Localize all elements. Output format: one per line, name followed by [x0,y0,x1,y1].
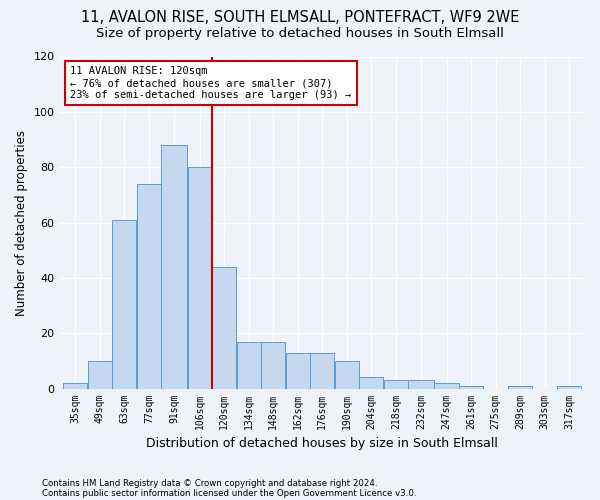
Bar [161,145,187,388]
Text: 11, AVALON RISE, SOUTH ELMSALL, PONTEFRACT, WF9 2WE: 11, AVALON RISE, SOUTH ELMSALL, PONTEFRA… [81,10,519,25]
Bar [383,380,408,388]
Text: 11 AVALON RISE: 120sqm
← 76% of detached houses are smaller (307)
23% of semi-de: 11 AVALON RISE: 120sqm ← 76% of detached… [70,66,352,100]
Bar [261,342,286,388]
Text: Contains HM Land Registry data © Crown copyright and database right 2024.: Contains HM Land Registry data © Crown c… [42,478,377,488]
Bar [508,386,532,388]
Y-axis label: Number of detached properties: Number of detached properties [15,130,28,316]
Bar [310,352,334,388]
Bar [408,380,434,388]
Bar [286,352,310,388]
Text: Size of property relative to detached houses in South Elmsall: Size of property relative to detached ho… [96,28,504,40]
Bar [63,383,88,388]
Bar [459,386,483,388]
Bar [212,267,236,388]
Text: Contains public sector information licensed under the Open Government Licence v3: Contains public sector information licen… [42,488,416,498]
Bar [88,361,112,388]
Bar [188,167,212,388]
Bar [434,383,459,388]
X-axis label: Distribution of detached houses by size in South Elmsall: Distribution of detached houses by size … [146,437,498,450]
Bar [112,220,136,388]
Bar [236,342,261,388]
Bar [557,386,581,388]
Bar [137,184,161,388]
Bar [359,378,383,388]
Bar [335,361,359,388]
